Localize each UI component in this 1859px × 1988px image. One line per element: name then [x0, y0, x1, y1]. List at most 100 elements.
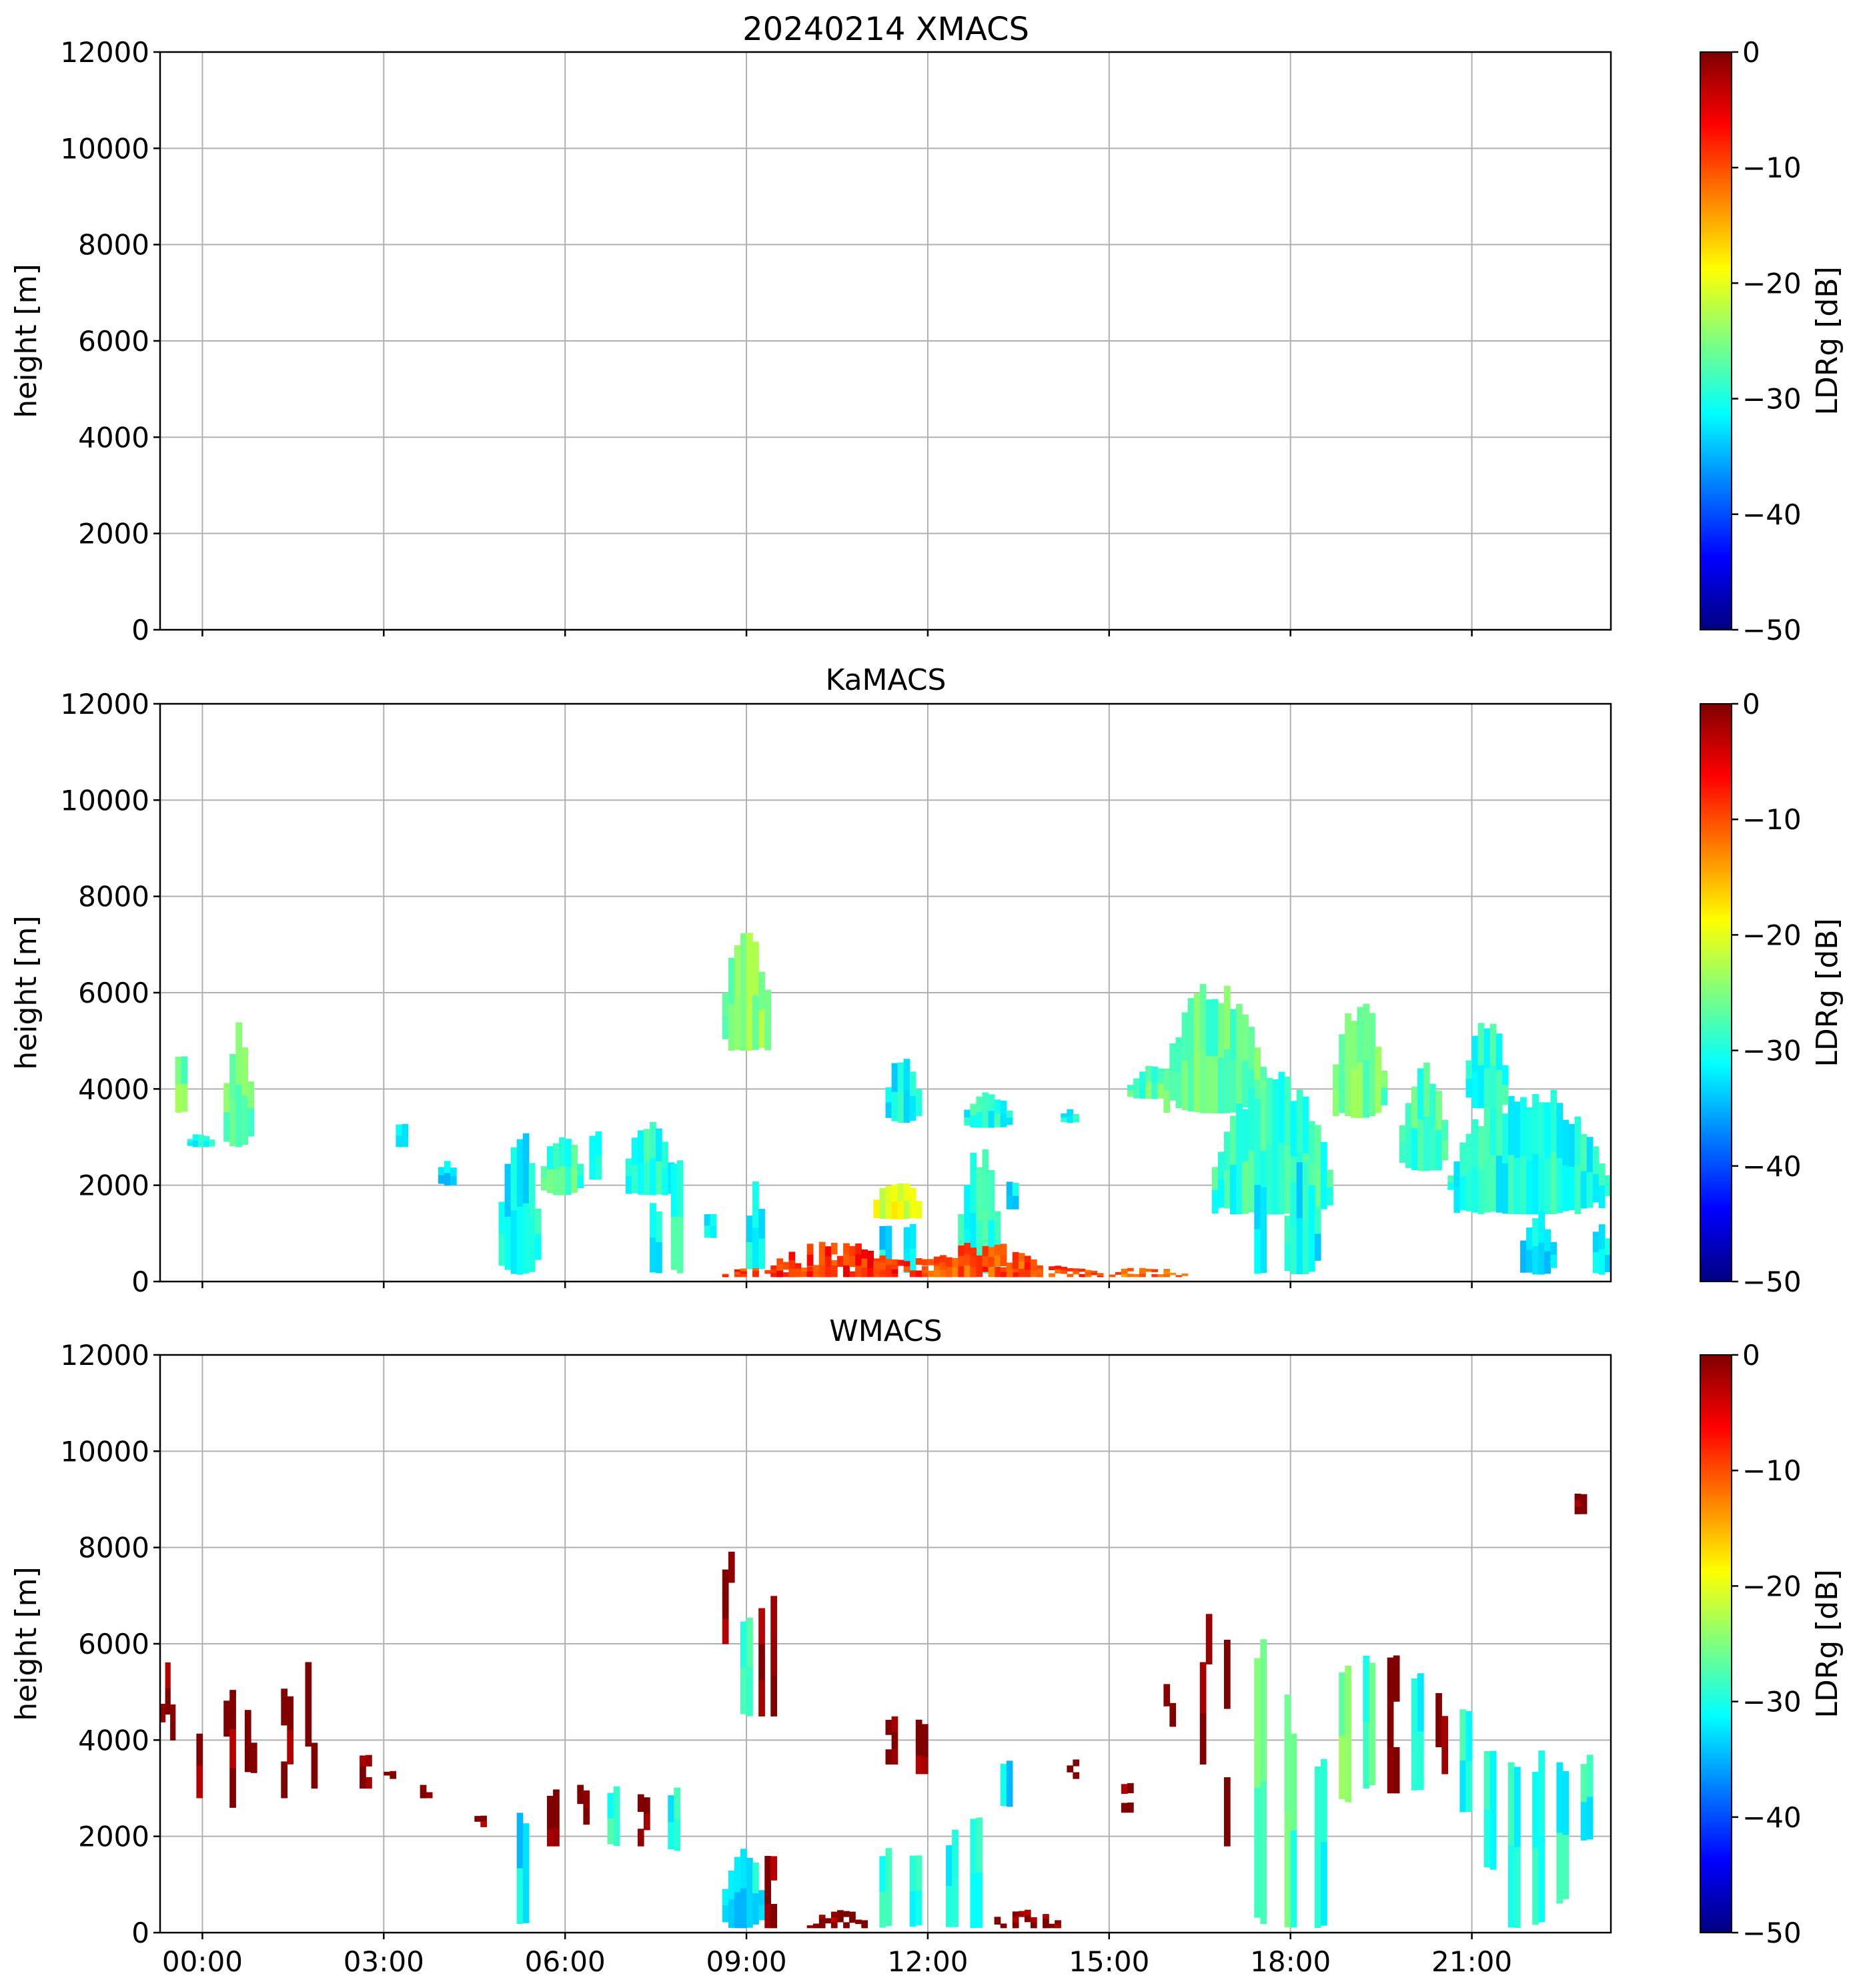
echo-cell — [241, 1047, 248, 1097]
echo-cell — [662, 1168, 668, 1195]
echo-cell — [879, 1255, 886, 1264]
echo-cell — [1031, 1265, 1037, 1272]
y-tick-label: 12000 — [60, 36, 149, 69]
echo-cell — [818, 1919, 826, 1924]
echo-cell — [613, 1786, 620, 1817]
echo-cell — [565, 1166, 572, 1195]
echo-cell — [704, 1214, 711, 1226]
echo-cell — [1236, 1057, 1243, 1112]
echo-cell — [734, 945, 741, 998]
echo-cell — [175, 1056, 182, 1085]
echo-cell — [1477, 1023, 1485, 1066]
echo-cell — [1604, 1175, 1612, 1186]
echo-cell — [752, 1181, 759, 1229]
echo-cell — [824, 1246, 832, 1257]
echo-cell — [1411, 1678, 1418, 1735]
echo-cell — [1163, 1090, 1171, 1113]
grid-xmacs — [160, 51, 1611, 630]
echo-cell — [1441, 1139, 1448, 1161]
echo-cell — [830, 1265, 838, 1278]
echo-cell — [1163, 1068, 1171, 1091]
echo-cell — [1538, 1157, 1545, 1215]
echo-cell — [1308, 1228, 1315, 1272]
echo-cell — [1181, 1273, 1189, 1276]
echo-cell — [247, 1109, 255, 1137]
echo-cell — [1254, 1047, 1261, 1081]
echo-cell — [1127, 1085, 1134, 1091]
echo-cell — [1043, 1919, 1049, 1924]
echo-cell — [1580, 1133, 1588, 1171]
echo-cell — [1495, 1070, 1503, 1107]
echo-cell — [196, 1765, 203, 1799]
echo-cell — [1290, 1101, 1297, 1157]
echo-cell — [644, 1797, 650, 1815]
echo-region — [668, 1787, 680, 1851]
echo-cell — [976, 1111, 983, 1128]
echo-cell — [1532, 1094, 1539, 1155]
echo-cell — [1163, 1684, 1171, 1706]
echo-cell — [1586, 1137, 1594, 1173]
colorbar-tick-label: −10 — [1742, 151, 1802, 184]
echo-cell — [934, 1256, 941, 1264]
echo-cell — [1199, 984, 1207, 1049]
echo-cell — [1574, 1494, 1582, 1501]
echo-region — [1387, 1655, 1400, 1794]
echo-cell — [1604, 1255, 1612, 1272]
echo-cell — [390, 1771, 397, 1775]
echo-cell — [710, 1213, 717, 1227]
echo-cell — [644, 1813, 650, 1831]
echo-cell — [644, 1161, 650, 1195]
echo-cell — [982, 1211, 989, 1274]
colorbar-ticks-xmacs: 0 −10 −20 −30 −40 −50 — [1732, 36, 1802, 646]
echo-cell — [897, 1260, 904, 1266]
echo-cell — [170, 1722, 176, 1741]
echo-cell — [734, 1857, 741, 1893]
echo-cell — [1399, 1143, 1406, 1163]
echo-cell — [577, 1175, 584, 1188]
grid-wmacs — [160, 1354, 1611, 1933]
echo-cell — [287, 1696, 293, 1731]
echo-cell — [1230, 1060, 1237, 1113]
echo-cell — [1459, 1176, 1467, 1211]
echo-cell — [1308, 1121, 1315, 1164]
echo-region — [1556, 1762, 1570, 1904]
echo-region — [589, 1131, 602, 1180]
echo-cell — [1061, 1113, 1067, 1118]
colorbar-wmacs — [1700, 1354, 1732, 1933]
echo-cell — [559, 1137, 566, 1167]
echo-cell — [891, 1716, 898, 1733]
echo-cell — [170, 1704, 176, 1723]
echo-region — [1363, 1656, 1376, 1789]
echo-cell — [1139, 1274, 1146, 1278]
echo-cell — [1550, 1241, 1558, 1256]
echo-cell — [402, 1135, 409, 1147]
echo-cell — [849, 1271, 856, 1278]
echo-cell — [915, 1855, 922, 1891]
echo-cell — [740, 1849, 747, 1889]
echo-cell — [547, 1169, 554, 1193]
echo-cell — [1006, 1262, 1013, 1268]
echo-cell — [1043, 1923, 1049, 1929]
echo-cell — [1441, 1119, 1448, 1141]
echo-cell — [510, 1147, 518, 1211]
echo-cell — [1568, 1167, 1576, 1210]
echo-region — [1411, 1673, 1424, 1791]
echo-region — [1163, 1684, 1177, 1727]
colorbar-tick-label: −20 — [1742, 267, 1802, 300]
echo-cell — [952, 1258, 959, 1268]
echo-cell — [764, 989, 771, 1021]
echo-cell — [885, 1087, 892, 1103]
echo-cell — [181, 1056, 188, 1085]
echo-cell — [1115, 1272, 1122, 1275]
echo-cell — [1296, 1217, 1303, 1275]
echo-cell — [788, 1268, 796, 1278]
echo-cell — [952, 1267, 959, 1278]
echo-cell — [1393, 1747, 1400, 1794]
echo-cell — [1199, 1662, 1207, 1714]
echo-region — [722, 933, 771, 1051]
echo-cell — [915, 1209, 922, 1219]
echo-cell — [1224, 1640, 1231, 1709]
echo-cell — [964, 1265, 971, 1278]
echo-cell — [607, 1818, 614, 1845]
echo-region — [1580, 1755, 1594, 1841]
